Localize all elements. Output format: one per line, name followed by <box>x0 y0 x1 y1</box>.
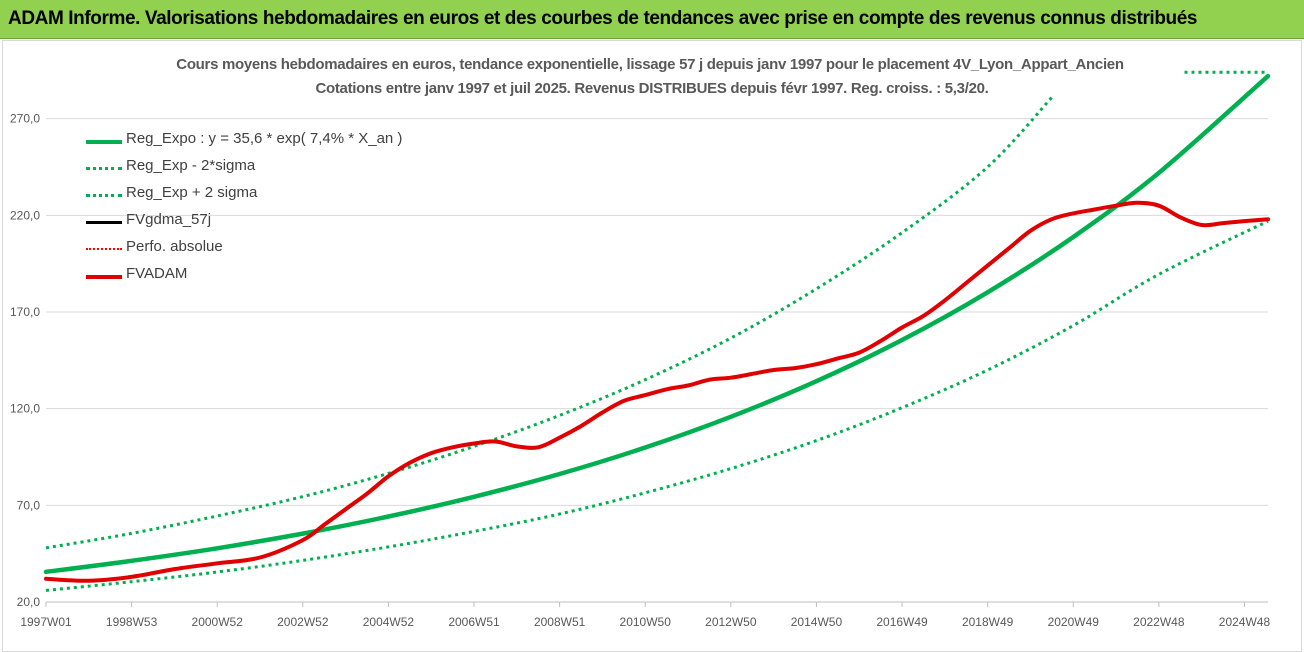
x-tick-label: 2006W51 <box>448 615 500 629</box>
legend-swatch-reg-expo <box>86 140 122 144</box>
x-tick-label: 2024W48 <box>1219 615 1271 629</box>
legend-label-reg-exp-plus: Reg_Exp + 2 sigma <box>126 184 258 201</box>
legend-label-perfo: Perfo. absolue <box>126 238 223 255</box>
legend-item: FVgdma_57j <box>86 209 466 236</box>
legend-item: Reg_Exp + 2 sigma <box>86 182 466 209</box>
legend-item: Reg_Exp - 2*sigma <box>86 155 466 182</box>
x-tick-label: 2018W49 <box>962 615 1014 629</box>
x-tick-label: 1998W53 <box>106 615 158 629</box>
y-tick-label: 170,0 <box>10 305 40 319</box>
legend-swatch-fvgdma <box>86 221 122 224</box>
legend-label-fvadam: FVADAM <box>126 265 188 282</box>
x-tick-label: 2010W50 <box>620 615 672 629</box>
x-tick-label: 2020W49 <box>1048 615 1100 629</box>
legend-swatch-perfo <box>86 248 122 250</box>
chart-subtitle: Cotations entre janv 1997 et juil 2025. … <box>315 80 989 97</box>
legend-item: FVADAM <box>86 263 466 290</box>
chart-legend: Reg_Expo : y = 35,6 * exp( 7,4% * X_an )… <box>86 128 466 290</box>
x-tick-label: 2004W52 <box>363 615 415 629</box>
legend-label-reg-exp-minus: Reg_Exp - 2*sigma <box>126 157 256 174</box>
x-tick-label: 2016W49 <box>876 615 928 629</box>
legend-label-fvgdma: FVgdma_57j <box>126 211 212 228</box>
x-tick-label: 2000W52 <box>192 615 244 629</box>
legend-label-reg-expo: Reg_Expo : y = 35,6 * exp( 7,4% * X_an ) <box>126 130 403 147</box>
x-tick-label: 2002W52 <box>277 615 329 629</box>
header-banner: ADAM Informe. Valorisations hebdomadaire… <box>0 0 1304 39</box>
legend-item: Perfo. absolue <box>86 236 466 263</box>
banner-title: ADAM Informe. Valorisations hebdomadaire… <box>8 8 1198 29</box>
x-tick-label: 2008W51 <box>534 615 586 629</box>
y-tick-label: 70,0 <box>17 498 41 512</box>
y-tick-label: 270,0 <box>10 112 40 126</box>
series-line-reg-expo <box>43 73 1271 575</box>
x-tick-label: 2022W48 <box>1133 615 1185 629</box>
y-tick-label: 220,0 <box>10 208 40 222</box>
legend-swatch-fvadam <box>86 275 122 279</box>
legend-swatch-reg-exp-plus <box>86 194 122 197</box>
x-tick-label: 1997W01 <box>20 615 72 629</box>
y-tick-label: 120,0 <box>10 402 40 416</box>
legend-item: Reg_Expo : y = 35,6 * exp( 7,4% * X_an ) <box>86 128 466 155</box>
x-tick-label: 2012W50 <box>705 615 757 629</box>
x-tick-label: 2014W50 <box>791 615 843 629</box>
legend-swatch-reg-exp-minus <box>86 167 122 170</box>
series-line-fvadam <box>44 200 1270 583</box>
y-tick-label: 20,0 <box>17 595 41 609</box>
chart-title: Cours moyens hebdomadaires en euros, ten… <box>176 56 1124 73</box>
